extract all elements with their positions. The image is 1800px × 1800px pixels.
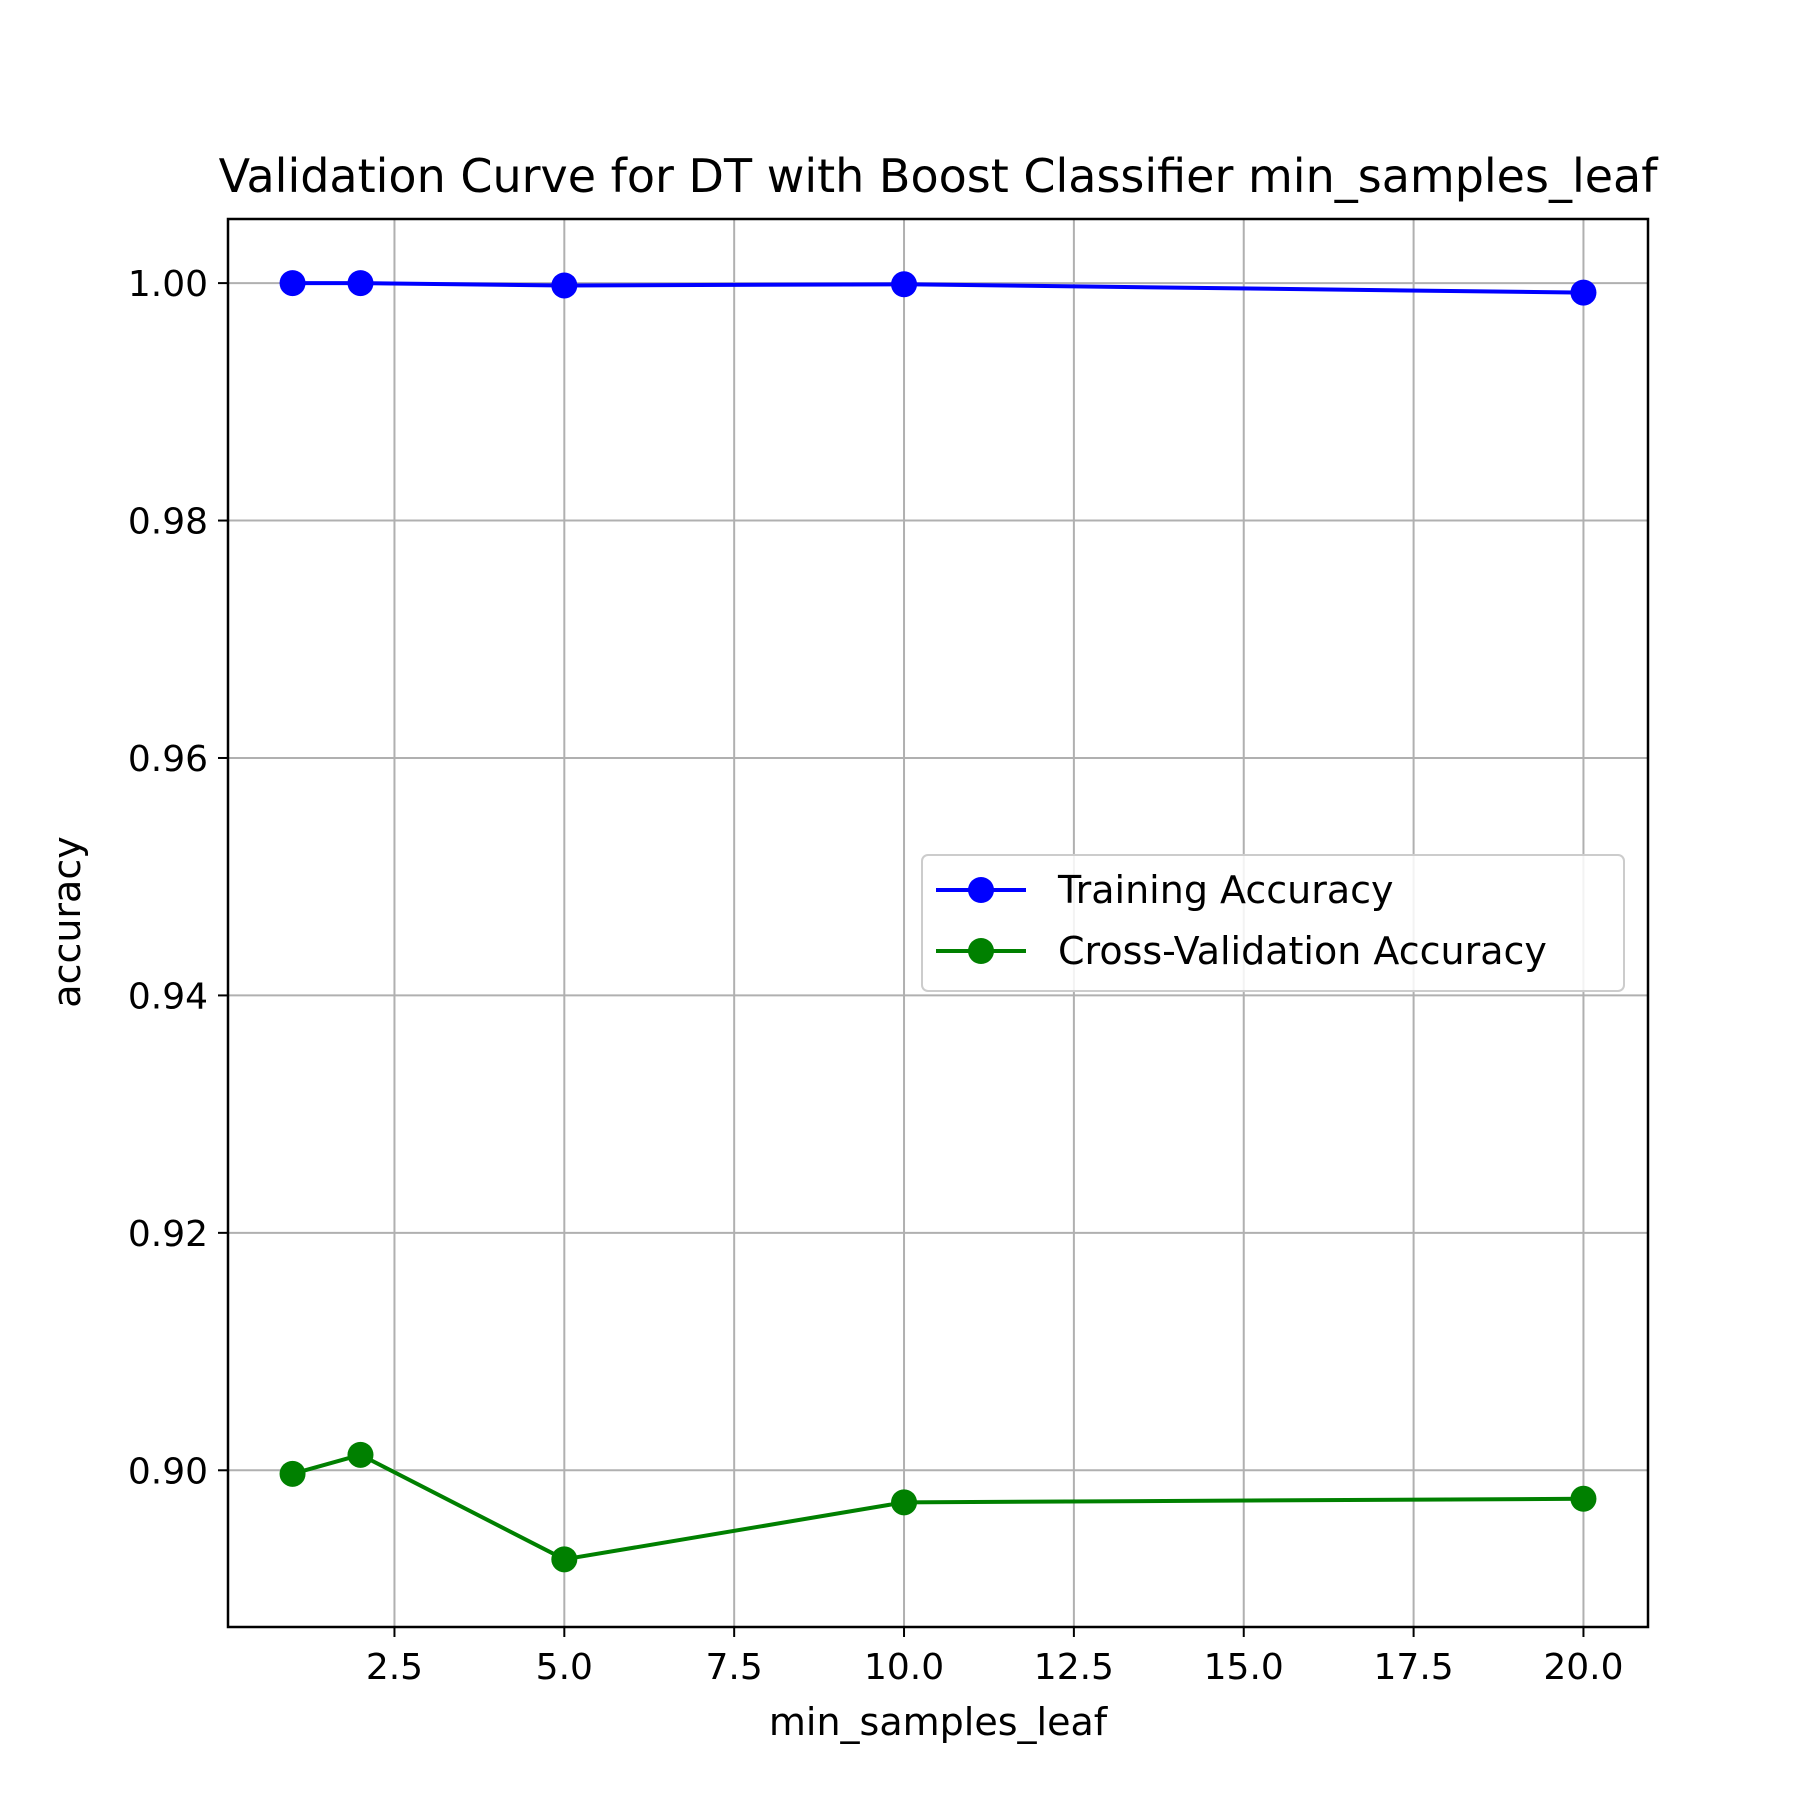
- data-point-series-0: [891, 271, 918, 298]
- x-tick-label: 17.5: [1374, 1647, 1454, 1688]
- legend-marker-training: [968, 877, 994, 903]
- legend-label-training: Training Accuracy: [1057, 868, 1394, 912]
- chart-title: Validation Curve for DT with Boost Class…: [219, 149, 1660, 203]
- plot-series: [279, 270, 1597, 1573]
- data-point-series-0: [347, 270, 374, 297]
- y-axis-label: accuracy: [45, 836, 89, 1007]
- x-tick-label: 12.5: [1034, 1647, 1114, 1688]
- legend-box: [921, 854, 1625, 992]
- x-tick-label: 2.5: [366, 1647, 423, 1688]
- x-tick-label: 7.5: [706, 1647, 763, 1688]
- legend-label-cross-validation: Cross-Validation Accuracy: [1058, 929, 1547, 973]
- y-tick-label: 0.90: [128, 1451, 208, 1492]
- x-tick-label: 5.0: [536, 1647, 593, 1688]
- y-tick-label: 0.92: [128, 1214, 208, 1255]
- legend: Training Accuracy Cross-Validation Accur…: [921, 854, 1625, 992]
- legend-marker-cross-validation: [968, 938, 994, 964]
- data-point-series-1: [551, 1546, 578, 1573]
- data-point-series-1: [1570, 1485, 1597, 1512]
- x-tick-label: 10.0: [864, 1647, 944, 1688]
- x-axis-label: min_samples_leaf: [769, 1700, 1109, 1744]
- y-tick-label: 0.94: [128, 976, 208, 1017]
- y-tick-label: 1.00: [128, 264, 208, 305]
- plot-frame: [226, 217, 1650, 1629]
- data-point-series-1: [891, 1489, 918, 1516]
- y-axis-ticks: 0.90 0.92 0.94 0.96 0.98 1.00: [128, 264, 228, 1492]
- data-point-series-1: [347, 1441, 374, 1468]
- data-point-series-0: [279, 270, 306, 297]
- data-point-series-0: [1570, 279, 1597, 306]
- x-tick-label: 15.0: [1204, 1647, 1284, 1688]
- data-point-series-0: [551, 272, 578, 299]
- y-tick-label: 0.96: [128, 739, 208, 780]
- data-point-series-1: [279, 1460, 306, 1487]
- x-axis-ticks: 2.5 5.0 7.5 10.0 12.5 15.0 17.5 20.0: [366, 1627, 1624, 1688]
- y-tick-label: 0.98: [128, 502, 208, 543]
- x-tick-label: 20.0: [1543, 1647, 1623, 1688]
